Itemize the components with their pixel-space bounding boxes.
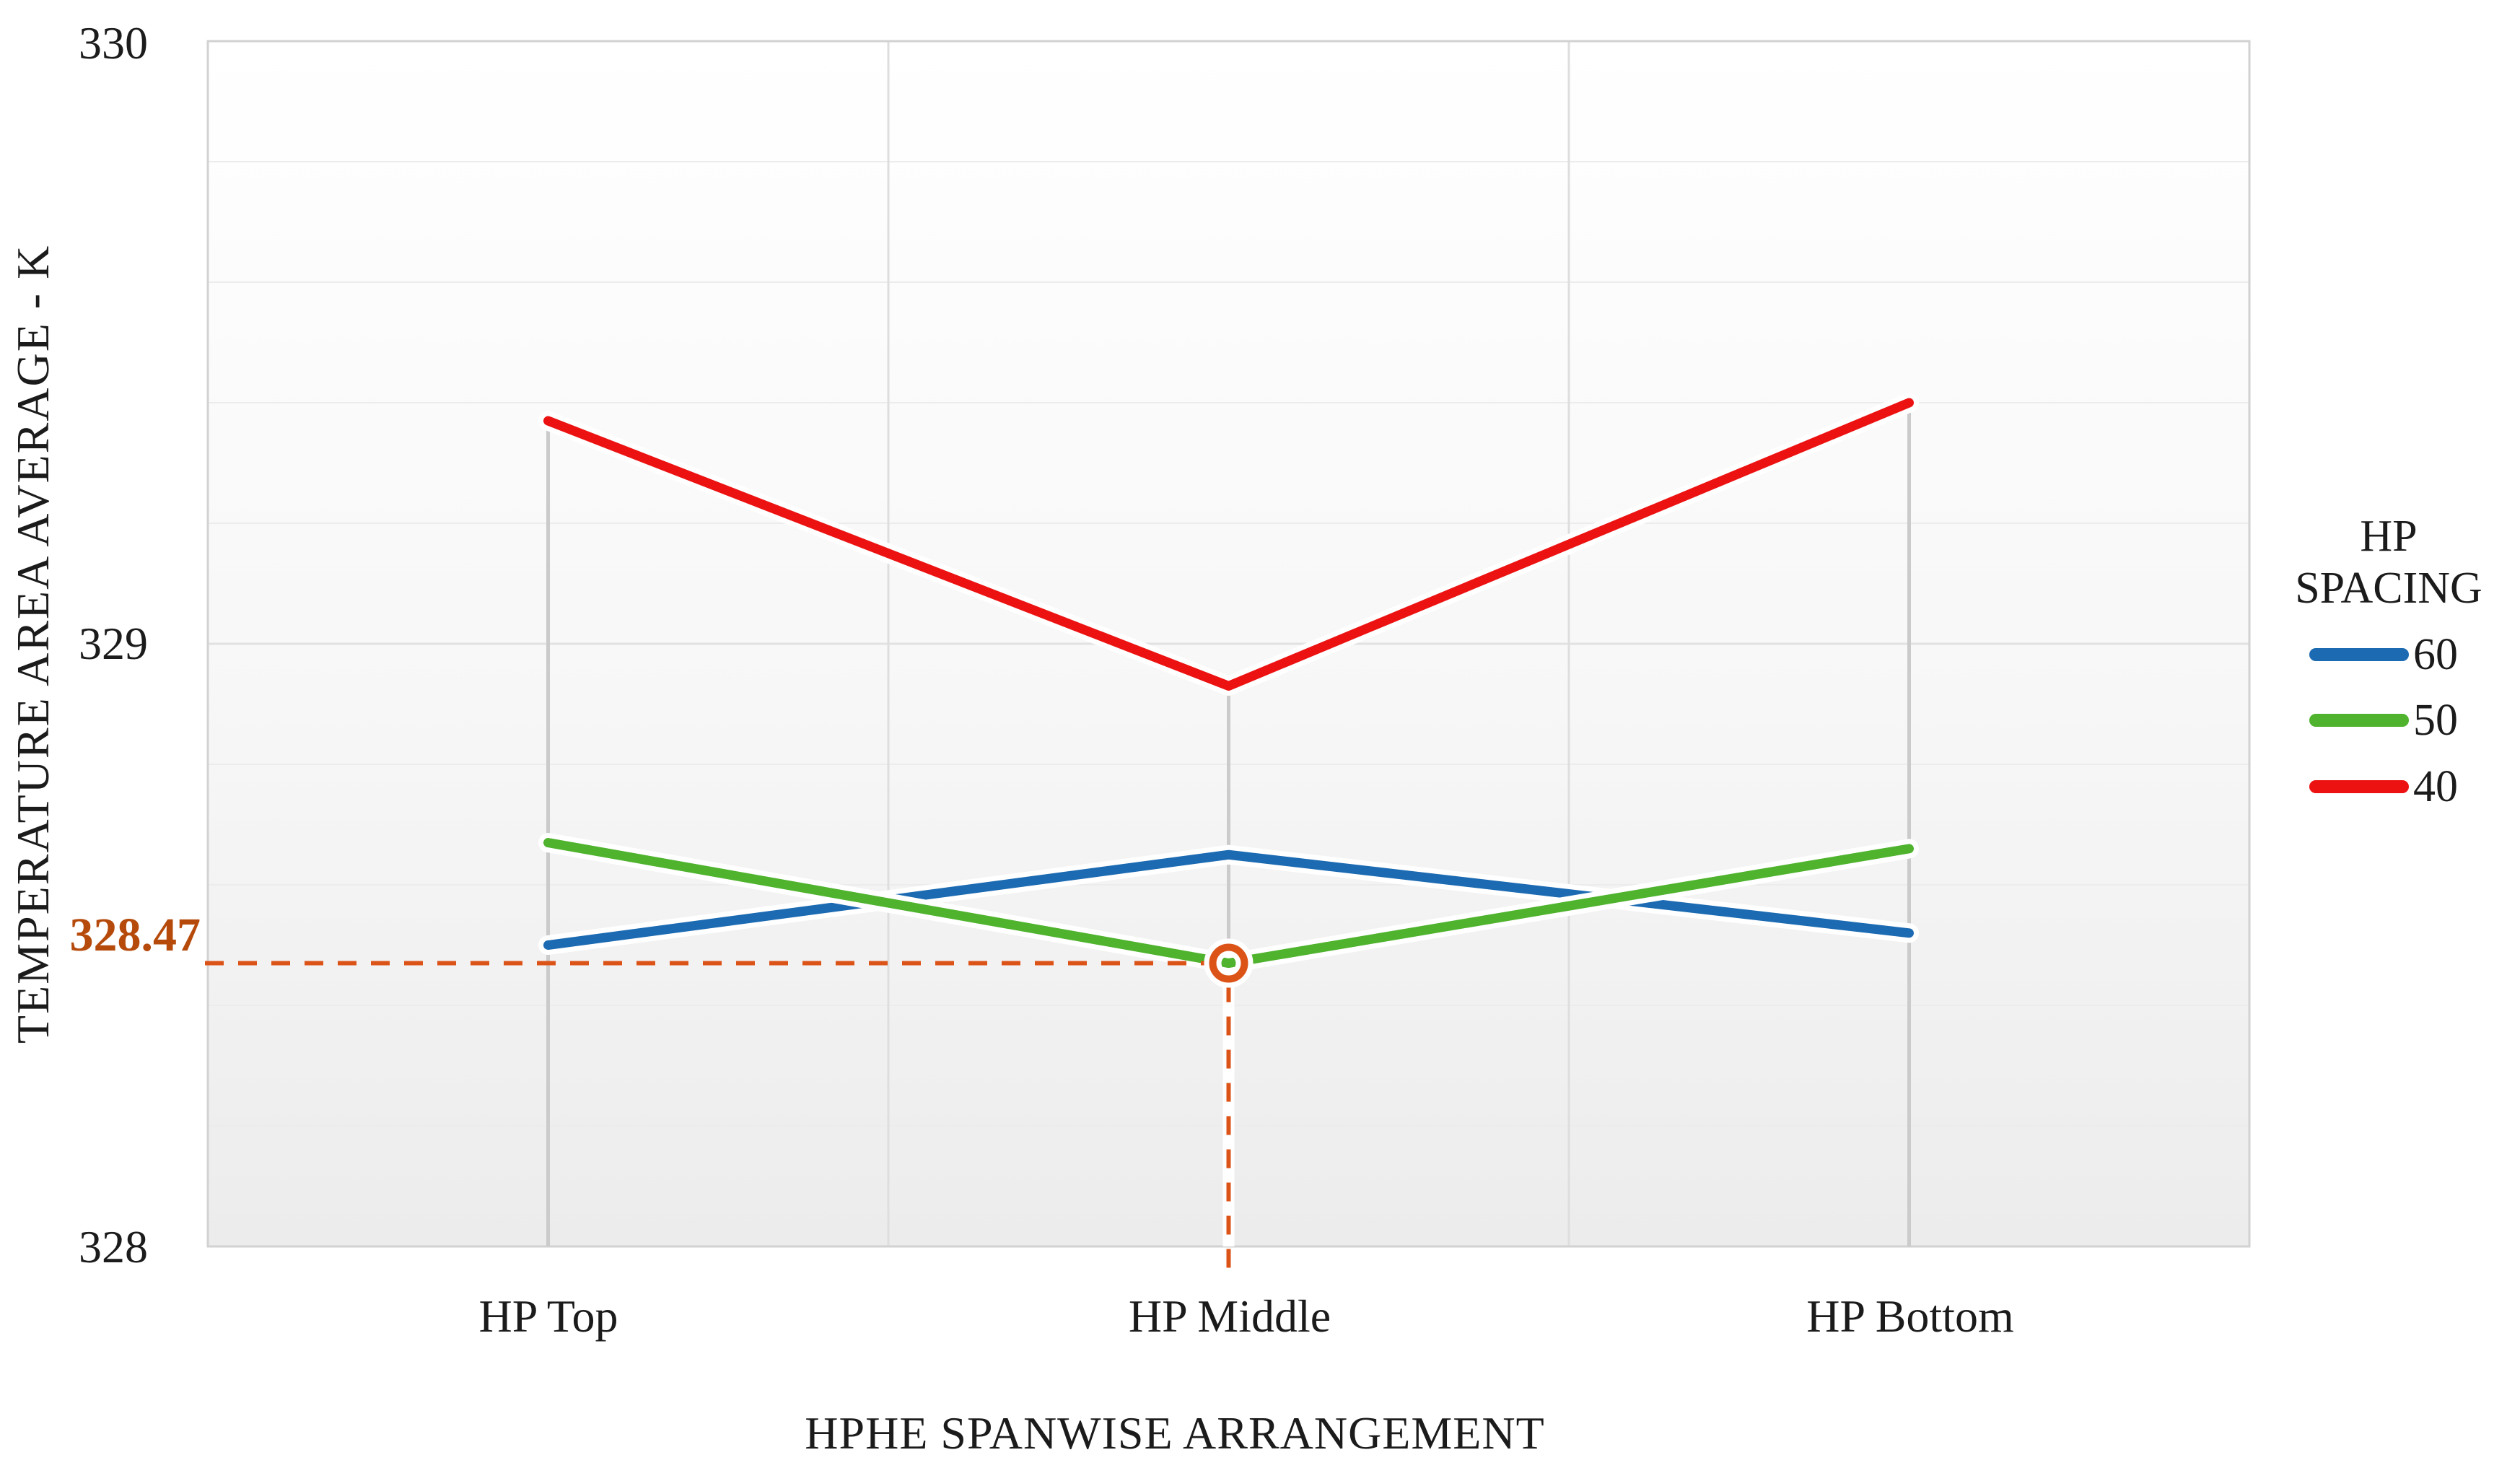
y-tick-328: 328 (79, 1221, 148, 1272)
legend-label-50: 50 (2413, 696, 2458, 745)
y-tick-329: 329 (79, 618, 148, 669)
legend-item-50: 50 (2309, 691, 2519, 749)
annotation-marker (205, 938, 1254, 1274)
legend-swatch-50 (2309, 714, 2409, 727)
legend-title-line-2: SPACING (2295, 564, 2482, 613)
x-tick-hp-middle: HP Middle (1128, 1290, 1331, 1342)
y-tick-330: 330 (79, 17, 148, 69)
legend-swatch-40 (2309, 780, 2409, 793)
legend-label-60: 60 (2413, 630, 2458, 679)
series-lines (538, 393, 1919, 974)
x-tick-hp-bottom: HP Bottom (1806, 1290, 2014, 1342)
x-tick-hp-top: HP Top (478, 1290, 618, 1342)
legend: HP SPACING 60 50 40 (2266, 0, 2520, 1481)
vertical-gridlines (887, 41, 1570, 1246)
legend-title: HP SPACING (2273, 510, 2504, 614)
legend-item-60: 60 (2309, 626, 2519, 683)
y-axis-title: TEMPERATURE AREA AVERAGE - K (7, 244, 58, 1044)
legend-label-40: 40 (2413, 762, 2458, 811)
annotation-label: 328.47 (69, 909, 201, 961)
legend-title-line-1: HP (2360, 512, 2418, 561)
legend-item-40: 40 (2309, 758, 2519, 816)
legend-swatch-60 (2309, 648, 2409, 661)
x-axis-title: HPHE SPANWISE ARRANGEMENT (805, 1407, 1545, 1459)
